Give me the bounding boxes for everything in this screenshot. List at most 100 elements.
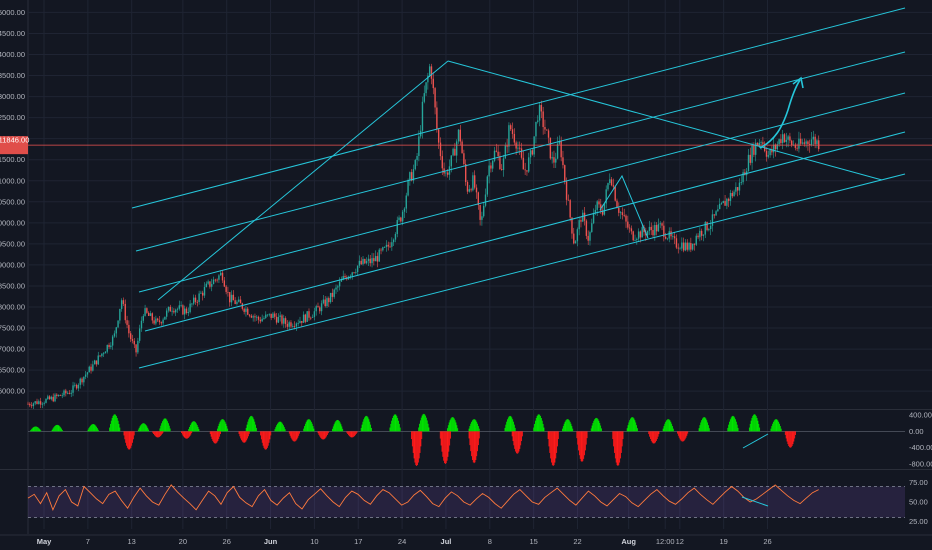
candle-body[interactable]	[632, 231, 634, 241]
candle-body[interactable]	[290, 322, 292, 327]
candle-body[interactable]	[455, 141, 458, 156]
candle-body[interactable]	[657, 224, 660, 232]
candle-body[interactable]	[479, 205, 481, 220]
candle-body[interactable]	[243, 308, 245, 312]
candle-body[interactable]	[387, 244, 389, 247]
candle-body[interactable]	[668, 231, 670, 239]
candle-body[interactable]	[464, 164, 467, 182]
candle-body[interactable]	[448, 166, 451, 175]
candle-body[interactable]	[524, 169, 526, 171]
candle-body[interactable]	[461, 141, 463, 154]
rsi-line[interactable]	[27, 484, 819, 512]
candle-body[interactable]	[731, 192, 733, 197]
candle-body[interactable]	[695, 235, 697, 245]
candle-body[interactable]	[628, 227, 631, 229]
candle-body[interactable]	[715, 211, 717, 216]
candle-body[interactable]	[90, 366, 92, 371]
candle-body[interactable]	[663, 225, 665, 237]
candle-body[interactable]	[497, 151, 499, 157]
candle-body[interactable]	[591, 223, 593, 233]
candle-body[interactable]	[720, 203, 723, 204]
candle-body[interactable]	[360, 260, 362, 265]
candle-body[interactable]	[241, 303, 244, 309]
candle-body[interactable]	[146, 308, 148, 313]
candle-body[interactable]	[623, 214, 625, 216]
candle-body[interactable]	[607, 183, 609, 190]
candle-body[interactable]	[283, 318, 285, 324]
candle-body[interactable]	[72, 385, 74, 393]
candle-body[interactable]	[789, 136, 791, 141]
candle-body[interactable]	[511, 129, 514, 134]
candle-body[interactable]	[331, 292, 334, 297]
candle-body[interactable]	[173, 310, 175, 313]
candle-body[interactable]	[729, 192, 732, 201]
candle-body[interactable]	[268, 313, 271, 315]
candle-body[interactable]	[391, 242, 393, 247]
candle-body[interactable]	[340, 279, 343, 282]
candle-body[interactable]	[798, 138, 800, 149]
candle-body[interactable]	[565, 181, 568, 200]
candle-body[interactable]	[740, 182, 742, 183]
candle-body[interactable]	[212, 279, 215, 285]
candle-body[interactable]	[364, 258, 366, 264]
candle-body[interactable]	[144, 308, 146, 316]
candle-body[interactable]	[41, 403, 44, 405]
candle-body[interactable]	[266, 314, 269, 316]
candle-body[interactable]	[43, 402, 45, 404]
candle-body[interactable]	[382, 247, 384, 251]
candle-body[interactable]	[556, 143, 559, 159]
candle-body[interactable]	[551, 157, 553, 159]
candle-body[interactable]	[699, 230, 701, 238]
candle-body[interactable]	[427, 75, 429, 83]
candle-body[interactable]	[68, 392, 71, 394]
candle-body[interactable]	[504, 145, 507, 159]
candle-body[interactable]	[182, 305, 184, 315]
candle-body[interactable]	[410, 172, 413, 181]
candle-body[interactable]	[238, 299, 240, 302]
candle-body[interactable]	[162, 319, 164, 324]
candle-body[interactable]	[189, 303, 191, 313]
candle-body[interactable]	[329, 292, 332, 303]
candle-body[interactable]	[155, 318, 157, 324]
candle-body[interactable]	[113, 333, 116, 337]
candle-body[interactable]	[414, 160, 416, 170]
candle-body[interactable]	[77, 384, 80, 389]
candle-body[interactable]	[751, 145, 753, 163]
candle-body[interactable]	[510, 125, 512, 130]
candle-body[interactable]	[416, 156, 418, 161]
candle-body[interactable]	[84, 374, 87, 377]
candle-body[interactable]	[79, 378, 81, 385]
price-pane[interactable]	[27, 63, 932, 409]
candle-body[interactable]	[207, 281, 209, 284]
candle-body[interactable]	[401, 211, 404, 222]
candle-body[interactable]	[257, 316, 260, 320]
candle-body[interactable]	[700, 230, 703, 236]
candle-body[interactable]	[569, 200, 571, 218]
candle-body[interactable]	[535, 121, 537, 137]
candle-body[interactable]	[474, 175, 476, 188]
candle-body[interactable]	[211, 284, 213, 287]
candle-body[interactable]	[618, 207, 620, 213]
candle-body[interactable]	[693, 243, 696, 245]
candle-body[interactable]	[682, 242, 685, 251]
candle-body[interactable]	[704, 221, 706, 235]
candle-body[interactable]	[718, 203, 721, 210]
candle-body[interactable]	[650, 226, 652, 231]
candle-body[interactable]	[324, 299, 326, 307]
candle-body[interactable]	[30, 405, 33, 407]
candle-body[interactable]	[175, 309, 177, 313]
candle-body[interactable]	[468, 189, 471, 192]
candle-body[interactable]	[648, 226, 651, 232]
candle-body[interactable]	[574, 241, 577, 244]
candle-body[interactable]	[322, 299, 325, 304]
candle-body[interactable]	[475, 187, 478, 193]
candle-body[interactable]	[135, 344, 137, 353]
candle-body[interactable]	[86, 372, 89, 375]
histogram-divergence-line[interactable]	[742, 433, 769, 449]
candle-body[interactable]	[302, 314, 305, 323]
candle-body[interactable]	[193, 297, 195, 304]
candle-body[interactable]	[335, 287, 337, 290]
candle-body[interactable]	[603, 203, 606, 215]
candle-body[interactable]	[295, 323, 298, 327]
candle-body[interactable]	[151, 313, 153, 321]
